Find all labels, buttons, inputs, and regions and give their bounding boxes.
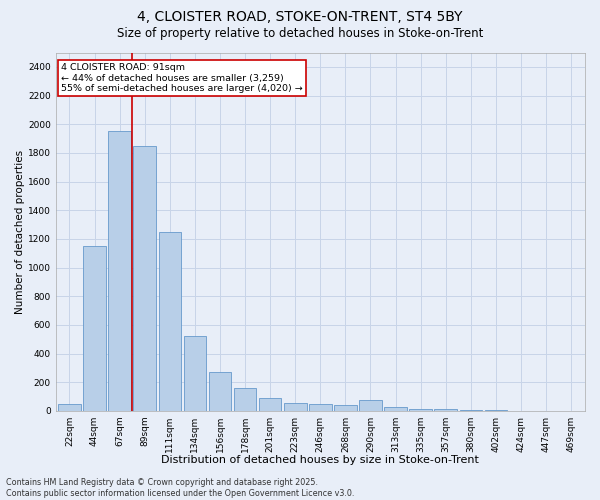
X-axis label: Distribution of detached houses by size in Stoke-on-Trent: Distribution of detached houses by size …: [161, 455, 479, 465]
Bar: [409, 409, 432, 411]
Bar: [209, 372, 231, 411]
Bar: [83, 246, 106, 411]
Bar: [434, 409, 457, 411]
Bar: [334, 406, 356, 411]
Bar: [158, 232, 181, 411]
Bar: [184, 336, 206, 411]
Bar: [109, 132, 131, 411]
Text: Size of property relative to detached houses in Stoke-on-Trent: Size of property relative to detached ho…: [117, 28, 483, 40]
Y-axis label: Number of detached properties: Number of detached properties: [15, 150, 25, 314]
Bar: [460, 410, 482, 411]
Text: Contains HM Land Registry data © Crown copyright and database right 2025.
Contai: Contains HM Land Registry data © Crown c…: [6, 478, 355, 498]
Bar: [359, 400, 382, 411]
Bar: [384, 408, 407, 411]
Text: 4 CLOISTER ROAD: 91sqm
← 44% of detached houses are smaller (3,259)
55% of semi-: 4 CLOISTER ROAD: 91sqm ← 44% of detached…: [61, 64, 302, 93]
Bar: [58, 404, 81, 411]
Bar: [259, 398, 281, 411]
Text: 4, CLOISTER ROAD, STOKE-ON-TRENT, ST4 5BY: 4, CLOISTER ROAD, STOKE-ON-TRENT, ST4 5B…: [137, 10, 463, 24]
Bar: [284, 403, 307, 411]
Bar: [309, 404, 332, 411]
Bar: [485, 410, 507, 411]
Bar: [234, 388, 256, 411]
Bar: [133, 146, 156, 411]
